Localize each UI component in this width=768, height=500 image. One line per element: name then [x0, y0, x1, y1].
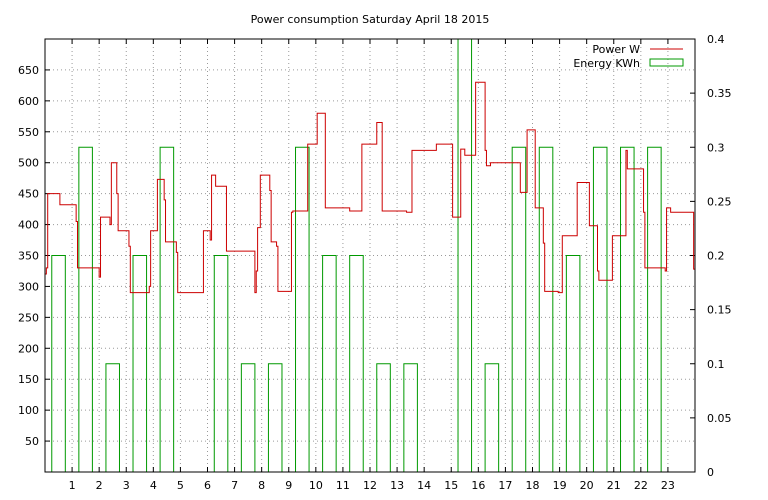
y2-tick-label: 0.05	[707, 412, 732, 425]
energy-bar	[376, 363, 391, 472]
x-tick-label: 15	[444, 479, 458, 492]
x-tick-label: 13	[390, 479, 404, 492]
x-tick-label: 6	[204, 479, 211, 492]
y-tick-label: 300	[18, 280, 39, 293]
energy-bar	[51, 255, 66, 472]
energy-bar	[592, 146, 608, 472]
x-tick-label: 3	[123, 479, 130, 492]
x-tick-label: 12	[363, 479, 377, 492]
legend-swatch-energy	[649, 58, 684, 67]
x-tick-label: 7	[231, 479, 238, 492]
energy-bar	[565, 255, 581, 472]
y-tick-label: 50	[25, 435, 39, 448]
energy-bars	[51, 38, 662, 472]
x-tick-label: 17	[498, 479, 512, 492]
energy-bar	[213, 255, 229, 472]
y-tick-label: 200	[18, 342, 39, 355]
energy-bar	[105, 363, 120, 472]
energy-bar	[511, 146, 527, 472]
y2-tick-label: 0.25	[707, 195, 732, 208]
x-tick-label: 4	[150, 479, 157, 492]
x-tick-label: 14	[417, 479, 431, 492]
energy-bar	[295, 146, 310, 472]
x-tick-label: 21	[607, 479, 621, 492]
y-tick-label: 550	[18, 126, 39, 139]
x-tick-label: 20	[580, 479, 594, 492]
x-tick-label: 22	[634, 479, 648, 492]
y2-tick-label: 0.4	[707, 33, 725, 46]
y-tick-label: 250	[18, 311, 39, 324]
legend-label-power: Power W	[592, 43, 640, 56]
x-tick-label: 5	[177, 479, 184, 492]
y-tick-label: 350	[18, 250, 39, 263]
energy-bar	[78, 146, 93, 472]
y2-tick-label: 0.15	[707, 304, 732, 317]
x-tick-label: 9	[285, 479, 292, 492]
energy-bar	[620, 146, 635, 472]
x-tick-label: 8	[258, 479, 265, 492]
energy-bar	[267, 363, 283, 472]
y-tick-label: 100	[18, 404, 39, 417]
y-tick-label: 650	[18, 64, 39, 77]
y-tick-label: 400	[18, 219, 39, 232]
energy-bar	[538, 146, 554, 472]
x-tick-label: 23	[661, 479, 675, 492]
x-tick-label: 1	[69, 479, 76, 492]
grid	[45, 38, 695, 473]
y-tick-labels: 50 100 150 200 250 300 350 400 450 500 550 600 650	[18, 64, 39, 448]
y2-tick-label: 0.35	[707, 87, 732, 100]
y-tick-label: 150	[18, 373, 39, 386]
y-tick-label: 450	[18, 188, 39, 201]
legend-label-energy: Energy KWh	[573, 57, 640, 70]
power-line-group	[45, 81, 695, 294]
x-tick-label: 2	[96, 479, 103, 492]
plot-frame	[44, 38, 696, 473]
y-tick-label: 500	[18, 157, 39, 170]
energy-bar	[484, 363, 500, 472]
y2-tick-label: 0	[707, 466, 714, 479]
x-tick-label: 19	[553, 479, 567, 492]
y2-tick-label: 0.3	[707, 141, 725, 154]
chart-title: Power consumption Saturday April 18 2015	[251, 13, 490, 26]
x-tick-label: 10	[309, 479, 323, 492]
power-line	[45, 81, 695, 294]
energy-bar	[647, 146, 662, 472]
x-tick-labels: 1 2 3 4 5 6 7 8 9 10 11 12 13 14 15 16 17 18 19 20 21 22 23	[69, 479, 675, 492]
energy-bar	[240, 363, 256, 472]
energy-bar	[349, 255, 364, 472]
energy-bar	[132, 255, 148, 472]
energy-bar	[159, 146, 175, 472]
energy-bar	[403, 363, 418, 472]
y2-tick-label: 0.2	[707, 250, 725, 263]
y2-tick-label: 0.1	[707, 358, 725, 371]
x-tick-label: 11	[336, 479, 350, 492]
y-tick-label: 600	[18, 95, 39, 108]
x-tick-label: 18	[526, 479, 540, 492]
y2-tick-labels: 0 0.05 0.1 0.15 0.2 0.25 0.3 0.35 0.4	[707, 33, 732, 479]
energy-bar	[322, 255, 337, 472]
x-tick-label: 16	[471, 479, 485, 492]
